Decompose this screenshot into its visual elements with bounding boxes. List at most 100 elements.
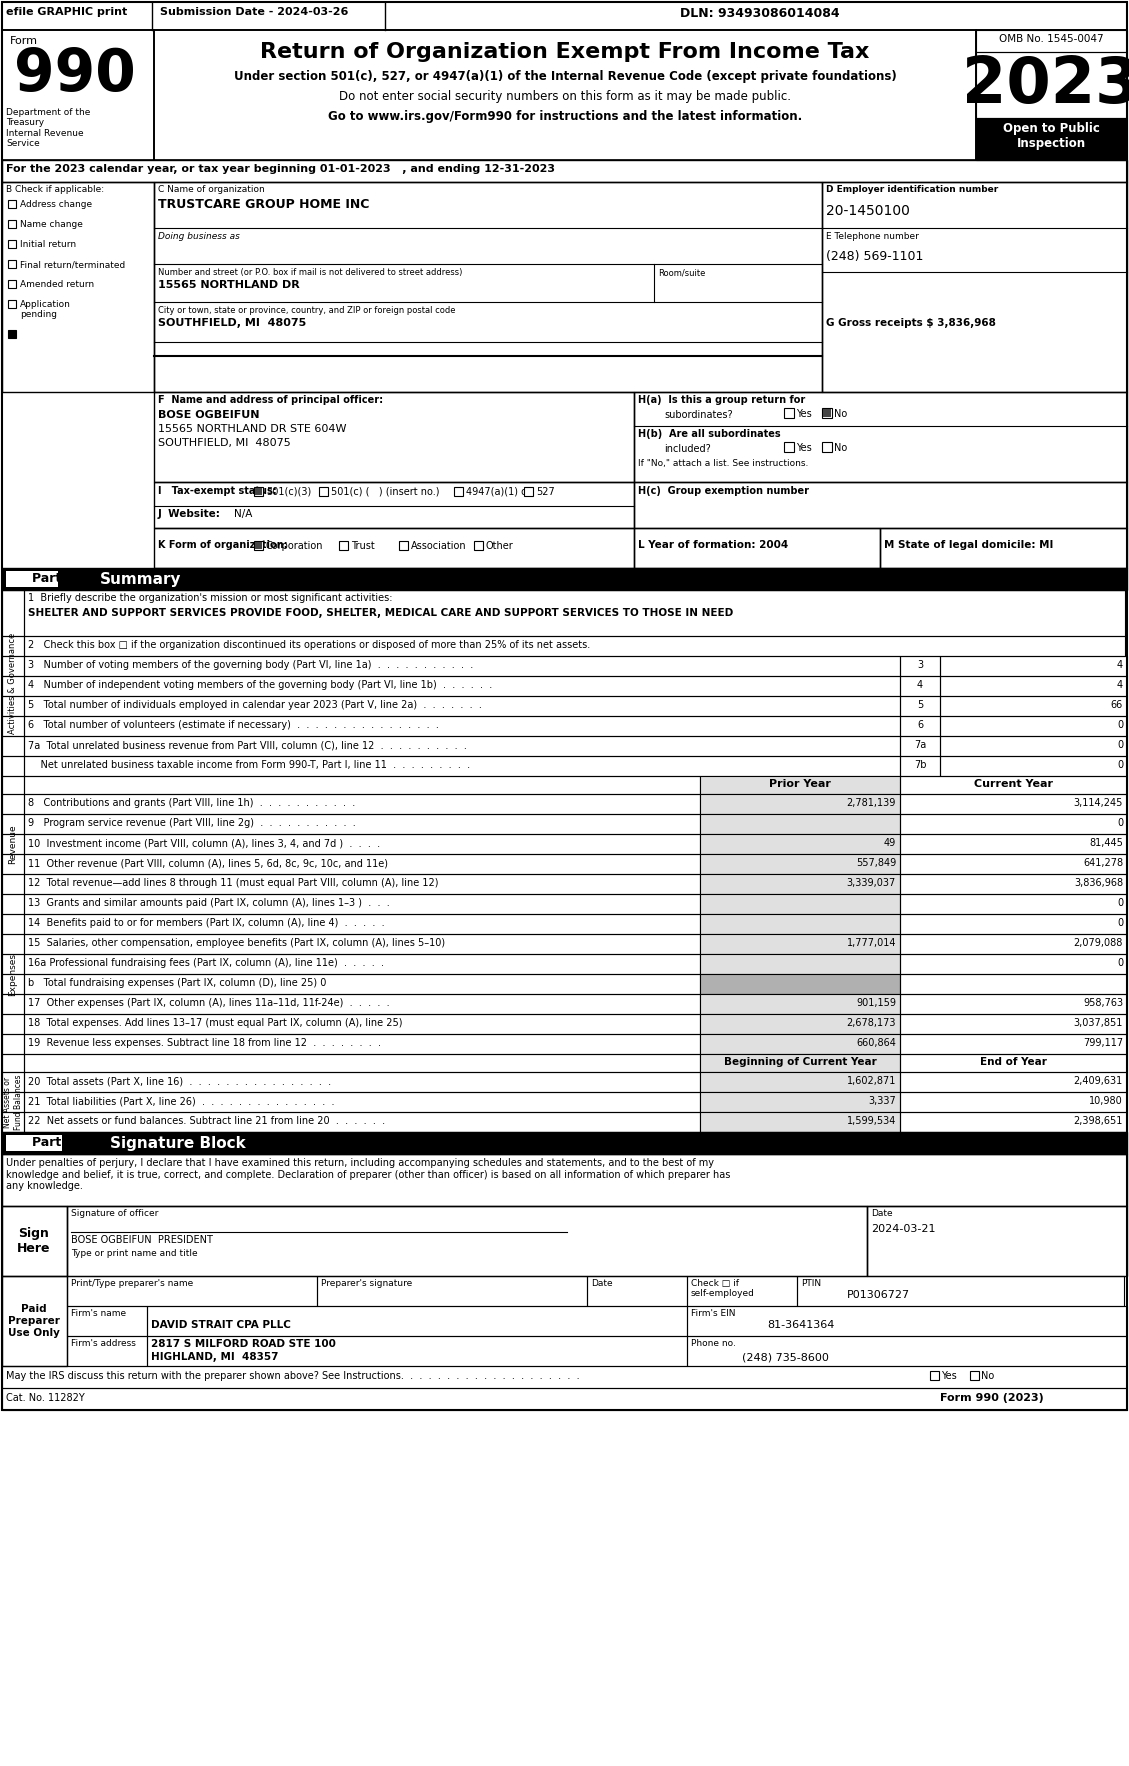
Text: Form 990 (2023): Form 990 (2023) xyxy=(940,1393,1043,1402)
Text: C Name of organization: C Name of organization xyxy=(158,185,264,194)
Bar xyxy=(2,2,1127,1409)
Text: 4: 4 xyxy=(1117,660,1123,669)
Text: 527: 527 xyxy=(536,487,554,496)
Text: Return of Organization Exempt From Income Tax: Return of Organization Exempt From Incom… xyxy=(261,42,869,62)
Bar xyxy=(2,954,24,975)
Text: Paid
Preparer
Use Only: Paid Preparer Use Only xyxy=(8,1305,60,1337)
Bar xyxy=(900,1072,1127,1091)
Text: Submission Date - 2024-03-26: Submission Date - 2024-03-26 xyxy=(160,7,349,18)
Text: included?: included? xyxy=(664,443,711,454)
Text: 2,409,631: 2,409,631 xyxy=(1074,1075,1123,1086)
Bar xyxy=(24,1091,700,1113)
Text: Net Assets or
Fund Balances: Net Assets or Fund Balances xyxy=(3,1074,23,1130)
Bar xyxy=(2,834,24,855)
Text: SOUTHFIELD, MI  48075: SOUTHFIELD, MI 48075 xyxy=(158,318,306,328)
Text: 1,599,534: 1,599,534 xyxy=(847,1116,896,1127)
Text: Yes: Yes xyxy=(796,410,812,419)
Text: 14  Benefits paid to or for members (Part IX, column (A), line 4)  .  .  .  .  .: 14 Benefits paid to or for members (Part… xyxy=(28,918,385,927)
Bar xyxy=(900,715,940,736)
Text: Go to www.irs.gov/Form990 for instructions and the latest information.: Go to www.irs.gov/Form990 for instructio… xyxy=(327,109,802,124)
Bar xyxy=(930,1370,939,1379)
Text: 2   Check this box □ if the organization discontinued its operations or disposed: 2 Check this box □ if the organization d… xyxy=(28,639,590,650)
Text: 12  Total revenue—add lines 8 through 11 (must equal Part VIII, column (A), line: 12 Total revenue—add lines 8 through 11 … xyxy=(28,878,438,888)
Text: Do not enter social security numbers on this form as it may be made public.: Do not enter social security numbers on … xyxy=(339,90,791,102)
Text: 501(c) (   ) (insert no.): 501(c) ( ) (insert no.) xyxy=(331,487,439,496)
Bar xyxy=(24,655,900,676)
Bar xyxy=(24,855,700,874)
Bar xyxy=(154,528,634,569)
Bar xyxy=(24,1054,700,1072)
Bar xyxy=(2,655,24,676)
Text: 3,114,245: 3,114,245 xyxy=(1074,798,1123,809)
Text: End of Year: End of Year xyxy=(980,1058,1047,1067)
Text: 18  Total expenses. Add lines 13–17 (must equal Part IX, column (A), line 25): 18 Total expenses. Add lines 13–17 (must… xyxy=(28,1017,403,1028)
Text: 8   Contributions and grants (Part VIII, line 1h)  .  .  .  .  .  .  .  .  .  . : 8 Contributions and grants (Part VIII, l… xyxy=(28,798,356,809)
Text: No: No xyxy=(834,443,847,454)
Text: 1  Briefly describe the organization's mission or most significant activities:: 1 Briefly describe the organization's mi… xyxy=(28,593,393,602)
Text: 66: 66 xyxy=(1111,699,1123,710)
Bar xyxy=(154,482,634,528)
Text: Sign
Here: Sign Here xyxy=(17,1227,51,1256)
Bar xyxy=(8,281,16,288)
Bar xyxy=(2,1365,1127,1388)
Text: If "No," attach a list. See instructions.: If "No," attach a list. See instructions… xyxy=(638,459,808,468)
Bar xyxy=(147,1337,688,1365)
Text: PTIN: PTIN xyxy=(800,1279,821,1287)
Text: Date: Date xyxy=(870,1210,893,1219)
Bar xyxy=(2,795,24,814)
Text: E Telephone number: E Telephone number xyxy=(826,231,919,240)
Bar xyxy=(700,1054,900,1072)
Text: Application
pending: Application pending xyxy=(20,300,71,320)
Text: B Check if applicable:: B Check if applicable: xyxy=(6,185,104,194)
Bar xyxy=(2,736,24,756)
Text: H(c)  Group exemption number: H(c) Group exemption number xyxy=(638,486,809,496)
Bar xyxy=(154,30,975,161)
Text: L Year of formation: 2004: L Year of formation: 2004 xyxy=(638,540,788,549)
Text: Activities & Governance: Activities & Governance xyxy=(9,632,18,733)
Bar xyxy=(24,636,1124,655)
Bar xyxy=(2,676,24,696)
Bar xyxy=(700,1014,900,1035)
Text: Association: Association xyxy=(411,540,466,551)
Text: Print/Type preparer's name: Print/Type preparer's name xyxy=(71,1279,193,1287)
Bar xyxy=(24,1035,700,1054)
Bar xyxy=(399,540,408,549)
Bar xyxy=(2,715,24,736)
Bar xyxy=(700,1091,900,1113)
Text: Number and street (or P.O. box if mail is not delivered to street address): Number and street (or P.O. box if mail i… xyxy=(158,268,463,277)
Bar xyxy=(2,1072,24,1091)
Text: Preparer's signature: Preparer's signature xyxy=(321,1279,412,1287)
Bar xyxy=(688,1277,797,1307)
Text: SOUTHFIELD, MI  48075: SOUTHFIELD, MI 48075 xyxy=(158,438,291,449)
Text: 5: 5 xyxy=(917,699,924,710)
Bar xyxy=(6,570,58,586)
Text: DLN: 93493086014084: DLN: 93493086014084 xyxy=(680,7,840,19)
Text: P01306727: P01306727 xyxy=(847,1289,910,1300)
Text: 81,445: 81,445 xyxy=(1089,839,1123,848)
Bar xyxy=(822,442,832,452)
Text: 0: 0 xyxy=(1117,740,1123,751)
Bar xyxy=(940,736,1127,756)
Bar xyxy=(8,260,16,268)
Bar xyxy=(2,1132,1127,1153)
Bar xyxy=(700,874,900,894)
Text: 3,836,968: 3,836,968 xyxy=(1074,878,1123,888)
Text: 557,849: 557,849 xyxy=(856,858,896,869)
Bar xyxy=(879,528,1127,569)
Text: (248) 569-1101: (248) 569-1101 xyxy=(826,251,924,263)
Text: Prior Year: Prior Year xyxy=(769,779,831,789)
Bar xyxy=(2,1014,24,1035)
Text: 2,678,173: 2,678,173 xyxy=(847,1017,896,1028)
Text: BOSE OGBEIFUN: BOSE OGBEIFUN xyxy=(158,410,260,420)
Bar xyxy=(24,1072,700,1091)
Bar xyxy=(24,994,700,1014)
Bar xyxy=(900,1113,1127,1132)
Text: 11  Other revenue (Part VIII, column (A), lines 5, 6d, 8c, 9c, 10c, and 11e): 11 Other revenue (Part VIII, column (A),… xyxy=(28,858,388,869)
Text: Department of the
Treasury
Internal Revenue
Service: Department of the Treasury Internal Reve… xyxy=(6,108,90,148)
Text: 15565 NORTHLAND DR STE 604W: 15565 NORTHLAND DR STE 604W xyxy=(158,424,347,434)
Bar xyxy=(900,874,1127,894)
Bar xyxy=(940,696,1127,715)
Bar xyxy=(2,1035,24,1054)
Bar xyxy=(154,182,822,392)
Text: BOSE OGBEIFUN  PRESIDENT: BOSE OGBEIFUN PRESIDENT xyxy=(71,1234,213,1245)
